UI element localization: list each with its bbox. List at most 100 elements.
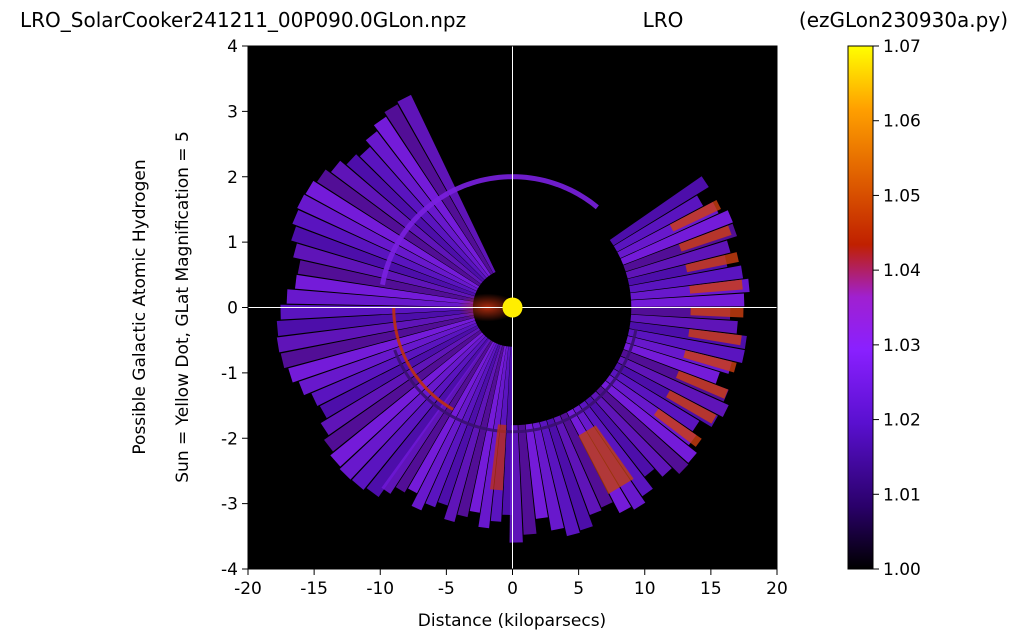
density-wedge: [675, 370, 729, 399]
density-wedge: [280, 315, 475, 369]
y-tick-label: -1: [221, 364, 238, 384]
x-axis-label: Distance (kiloparsecs): [418, 611, 606, 631]
density-wedge: [331, 160, 483, 284]
colorbar-tick-label: 1.00: [883, 560, 921, 580]
density-wedge: [578, 425, 634, 494]
density-wedge: [539, 420, 580, 537]
density-wedge: [518, 424, 537, 535]
y-tick-label: 2: [227, 168, 238, 188]
y-tick-label: -4: [221, 560, 238, 580]
density-wedge: [610, 369, 700, 432]
y-tick-label: 1: [227, 233, 238, 253]
density-wedge: [311, 323, 478, 407]
density-ring: [393, 328, 638, 434]
density-wedge: [625, 240, 731, 279]
density-wedge: [291, 226, 476, 297]
density-wedge: [629, 321, 747, 350]
x-tick-label: 15: [700, 579, 722, 599]
density-wedge: [351, 336, 488, 490]
density-wedge: [560, 412, 613, 508]
density-wedge: [457, 345, 505, 518]
y-tick-label: 4: [227, 37, 238, 57]
chart-title-right: (ezGLon230930a.py): [799, 8, 1008, 32]
density-wedge: [690, 307, 744, 318]
x-tick-label: -20: [234, 579, 262, 599]
x-tick-label: 20: [766, 579, 788, 599]
density-wedge: [381, 339, 491, 494]
density-wedge: [685, 252, 739, 273]
y-axis-label-line1: Possible Galactic Atomic Hydrogen: [130, 159, 150, 454]
x-axis-ticks: -20 -15 -10 -5 0 5 10 15 20: [234, 569, 788, 599]
x-tick-label: 5: [573, 579, 584, 599]
density-wedge: [305, 180, 480, 289]
density-wedge: [425, 343, 499, 508]
density-wedge: [411, 342, 497, 511]
density-wedge: [620, 210, 733, 265]
density-wedge: [395, 340, 493, 493]
density-wedge: [678, 225, 732, 252]
density-wedge: [683, 350, 737, 373]
sun-marker: [502, 297, 523, 318]
density-wedge: [366, 338, 490, 497]
density-wedge: [288, 317, 476, 383]
hydrogen-density-map: [276, 94, 750, 543]
density-wedge: [444, 344, 503, 523]
density-wedge: [292, 209, 477, 294]
density-wedge: [613, 195, 704, 252]
y-tick-label: -3: [221, 495, 238, 515]
density-wedge: [627, 328, 745, 364]
density-wedge: [666, 390, 717, 424]
density-wedge: [525, 423, 548, 519]
chart-title-left: LRO_SolarCooker241211_00P090.0GLon.npz: [20, 8, 466, 32]
colorbar-tick-label: 1.05: [883, 186, 921, 206]
density-wedge: [330, 332, 484, 467]
density-wedge: [397, 94, 496, 274]
density-wedge: [276, 309, 474, 337]
density-wedge: [623, 342, 720, 384]
colorbar-tick-label: 1.07: [883, 37, 921, 57]
density-wedge: [553, 415, 602, 515]
density-ring: [392, 307, 454, 411]
colorbar: [847, 45, 874, 570]
density-wedge: [689, 279, 743, 294]
density-wedge: [629, 265, 744, 293]
colorbar-tick-label: 1.01: [883, 485, 921, 505]
density-wedge: [601, 380, 697, 463]
density-wedge: [280, 304, 473, 320]
density-wedge: [617, 356, 729, 418]
density-wedge: [384, 104, 494, 275]
y-axis-label-line2: Sun = Yellow Dot, GLat Magnification = 5: [173, 131, 193, 483]
density-wedge: [478, 346, 509, 529]
y-axis-ticks: -4 -3 -2 -1 0 1 2 3 4: [221, 37, 248, 580]
density-wedge: [489, 424, 507, 491]
density-wedge: [286, 289, 474, 307]
density-wedge: [609, 176, 709, 246]
density-wedge: [625, 335, 732, 374]
density-wedge: [297, 194, 478, 291]
density-wedge: [546, 418, 593, 531]
y-tick-label: 0: [227, 299, 238, 319]
x-tick-label: 10: [634, 579, 656, 599]
density-wedge: [688, 329, 742, 346]
density-wedge: [298, 320, 477, 396]
density-wedge: [294, 274, 474, 305]
density-wedge: [669, 200, 721, 232]
density-ring: [380, 174, 599, 286]
density-wedge: [653, 408, 702, 447]
density-wedge: [631, 293, 745, 307]
density-wedge: [339, 334, 486, 480]
density-wedge: [320, 327, 481, 436]
colorbar-tick-label: 1.02: [883, 411, 921, 431]
x-tick-label: -5: [438, 579, 455, 599]
density-wedge: [276, 312, 474, 353]
density-wedge: [596, 386, 689, 474]
y-tick-label: 3: [227, 102, 238, 122]
colorbar-ticks: 1.00 1.01 1.02 1.03 1.04 1.05 1.06 1.07: [873, 37, 921, 580]
density-wedge: [373, 116, 491, 277]
chart-title-center: LRO: [643, 8, 684, 32]
density-wedge: [532, 422, 564, 531]
density-wedge: [317, 169, 481, 287]
x-tick-label: 0: [507, 579, 518, 599]
density-wedge: [324, 330, 482, 452]
